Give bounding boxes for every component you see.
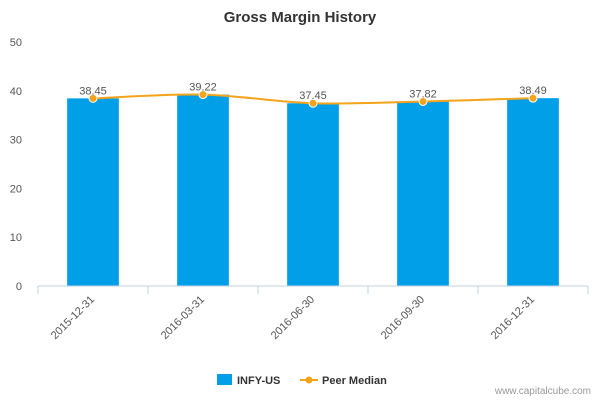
- bar-2015-12-31: [67, 98, 119, 286]
- bar-2016-12-31: [507, 98, 559, 287]
- data-labels: 38.45 39.22 37.45 37.82 38.49: [79, 82, 547, 103]
- chart-title: Gross Margin History: [224, 9, 377, 26]
- peer-median-point-2016-12-31: [528, 93, 538, 103]
- data-label: 38.49: [519, 85, 547, 97]
- bar-2016-09-30: [397, 101, 449, 286]
- bar-2016-03-31: [177, 94, 229, 286]
- legend-label-peer-median: Peer Median: [322, 375, 387, 387]
- line-series: [88, 90, 538, 108]
- x-tick-label: 2016-06-30: [269, 294, 317, 342]
- legend-label-infy-us: INFY-US: [237, 375, 280, 387]
- peer-median-point-2016-03-31: [198, 90, 208, 100]
- peer-median-point-2015-12-31: [88, 93, 98, 103]
- x-tick-label: 2016-09-30: [379, 294, 427, 342]
- y-tick-label: 50: [10, 37, 22, 49]
- data-label: 37.45: [299, 90, 327, 102]
- y-tick-label: 20: [10, 183, 22, 195]
- data-label: 38.45: [79, 85, 107, 97]
- credit-text: www.capitalcube.com: [494, 386, 591, 397]
- legend-marker-peer-median: [305, 376, 313, 384]
- x-tick-label: 2016-03-31: [159, 294, 207, 342]
- peer-median-point-2016-09-30: [418, 96, 428, 106]
- y-tick-label: 40: [10, 86, 22, 98]
- peer-median-point-2016-06-30: [308, 98, 318, 108]
- y-tick-label: 10: [10, 232, 22, 244]
- legend-swatch-infy-us: [217, 374, 232, 385]
- x-tick-label: 2015-12-31: [49, 294, 97, 342]
- legend: INFY-US Peer Median: [217, 374, 387, 387]
- bar-series: [67, 94, 559, 287]
- x-tick-label: 2016-12-31: [489, 294, 537, 342]
- y-tick-label: 0: [16, 281, 22, 293]
- y-axis: 0 10 20 30 40 50: [10, 37, 22, 293]
- bar-2016-06-30: [287, 103, 339, 286]
- x-axis: 2015-12-31 2016-03-31 2016-06-30 2016-09-30…: [37, 285, 589, 342]
- y-tick-label: 30: [10, 135, 22, 147]
- data-label: 39.22: [189, 82, 217, 94]
- data-label: 37.82: [409, 88, 437, 100]
